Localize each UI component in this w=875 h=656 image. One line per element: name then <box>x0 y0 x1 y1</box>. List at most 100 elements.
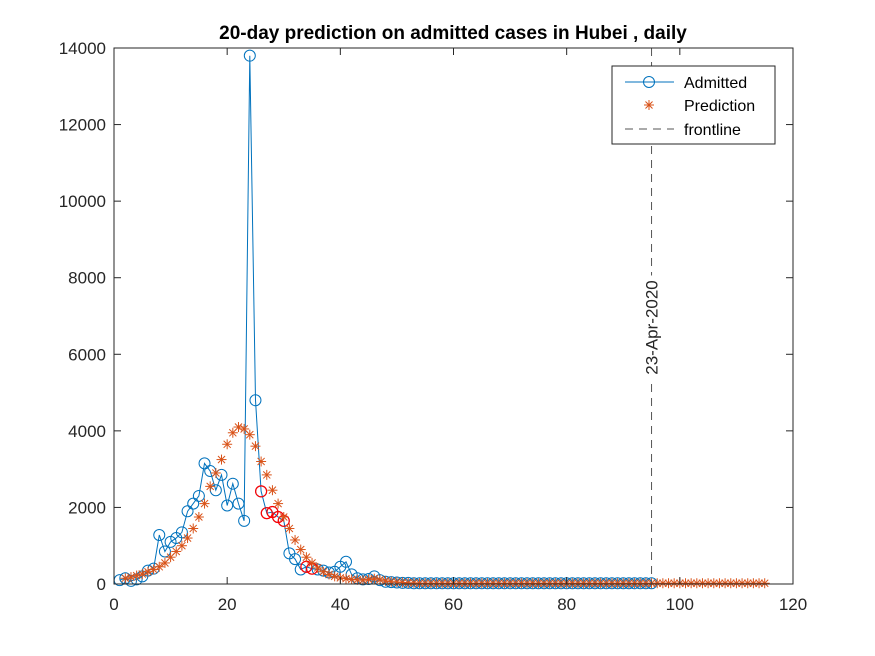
prediction-point <box>205 481 216 492</box>
legend-label-admitted: Admitted <box>684 75 747 92</box>
asterisk-stroke <box>489 579 497 588</box>
asterisk-stroke <box>245 430 254 439</box>
prediction-point <box>403 577 414 588</box>
axes: 0 20 40 60 80 100 120 0 2000 4000 6000 8000 10000 120… <box>59 39 807 614</box>
highlighted-point <box>255 485 268 498</box>
prediction-point <box>216 454 227 465</box>
asterisk-stroke <box>404 578 413 587</box>
asterisk-stroke <box>738 579 746 588</box>
asterisk-stroke <box>443 579 452 588</box>
asterisk-stroke <box>127 573 135 581</box>
admitted-point <box>243 49 256 62</box>
legend-prediction-marker <box>644 100 654 110</box>
asterisk-stroke <box>319 567 328 576</box>
prediction-point <box>754 578 765 589</box>
asterisk-stroke <box>687 579 696 588</box>
asterisk-stroke <box>743 579 752 588</box>
asterisk-stroke <box>625 579 633 588</box>
plot-area: 23-Apr-2020 <box>113 48 770 590</box>
asterisk-stroke <box>455 579 464 588</box>
prediction-point <box>256 456 267 467</box>
prediction-point <box>188 523 199 534</box>
asterisk-stroke <box>760 579 769 588</box>
admitted-point <box>153 528 166 541</box>
asterisk-stroke <box>545 579 554 588</box>
asterisk-stroke <box>585 579 594 588</box>
asterisk-stroke <box>223 440 232 449</box>
asterisk-stroke <box>534 579 543 588</box>
asterisk-stroke <box>313 564 322 572</box>
prediction-point <box>431 578 442 589</box>
annotation-background <box>640 275 663 380</box>
asterisk-stroke <box>574 579 582 588</box>
asterisk-stroke <box>517 579 526 588</box>
x-tick-label: 0 <box>109 595 118 614</box>
asterisk-stroke <box>568 579 577 588</box>
prediction-point <box>425 578 436 589</box>
prediction-point <box>640 578 651 589</box>
admitted-point <box>187 497 200 510</box>
asterisk-stroke <box>641 579 650 588</box>
x-tick-label: 60 <box>444 595 463 614</box>
prediction-point <box>329 571 340 582</box>
admitted-point <box>249 394 262 407</box>
asterisk-stroke <box>421 579 430 588</box>
prediction-point <box>748 578 759 589</box>
admitted-point <box>198 457 211 470</box>
asterisk-stroke <box>460 579 469 588</box>
x-tick-label: 20 <box>218 595 237 614</box>
asterisk-stroke <box>528 579 537 588</box>
legend-label-prediction: Prediction <box>684 98 755 115</box>
admitted-point <box>192 489 205 502</box>
prediction-point <box>544 578 555 589</box>
asterisk-stroke <box>302 553 311 562</box>
admitted-point <box>226 477 239 490</box>
asterisk-stroke <box>664 579 673 588</box>
asterisk-stroke <box>709 579 718 588</box>
prediction-point <box>210 467 221 478</box>
asterisk-stroke <box>715 579 724 588</box>
prediction-point <box>454 578 465 589</box>
prediction-point <box>244 429 255 440</box>
asterisk-stroke <box>511 579 520 588</box>
asterisk-stroke <box>211 469 220 477</box>
prediction-point <box>442 578 453 589</box>
prediction-point <box>295 544 306 555</box>
prediction-point <box>193 512 204 522</box>
asterisk-stroke <box>251 442 260 451</box>
legend-admitted-marker <box>643 76 655 88</box>
prediction-point <box>273 498 284 509</box>
y-tick-label: 2000 <box>68 498 106 517</box>
asterisk-stroke <box>217 455 226 464</box>
admitted-line <box>119 55 652 584</box>
asterisk-stroke <box>540 579 548 588</box>
prediction-point <box>154 561 165 572</box>
asterisk-stroke <box>483 579 492 588</box>
prediction-point <box>199 498 210 509</box>
asterisk-stroke <box>426 579 435 588</box>
admitted-point <box>339 555 352 568</box>
prediction-point <box>476 578 487 589</box>
asterisk-stroke <box>364 575 373 584</box>
prediction-point <box>125 572 136 583</box>
prediction-point <box>369 573 380 584</box>
asterisk-stroke <box>653 579 662 588</box>
asterisk-stroke <box>240 425 249 433</box>
asterisk-stroke <box>591 579 599 588</box>
admitted-point <box>175 526 188 539</box>
prediction-point <box>267 485 278 496</box>
asterisk-stroke <box>466 579 475 588</box>
prediction-point <box>222 439 233 450</box>
highlighted-point <box>260 507 273 520</box>
prediction-point <box>697 578 708 589</box>
asterisk-stroke <box>325 570 333 579</box>
x-tick-label: 80 <box>557 595 576 614</box>
asterisk-stroke <box>692 579 701 588</box>
legend-box <box>611 65 776 145</box>
prediction-point <box>182 533 193 544</box>
asterisk-stroke <box>681 579 690 588</box>
asterisk-stroke <box>262 470 271 479</box>
prediction-point <box>533 578 544 589</box>
asterisk-stroke <box>500 579 509 588</box>
